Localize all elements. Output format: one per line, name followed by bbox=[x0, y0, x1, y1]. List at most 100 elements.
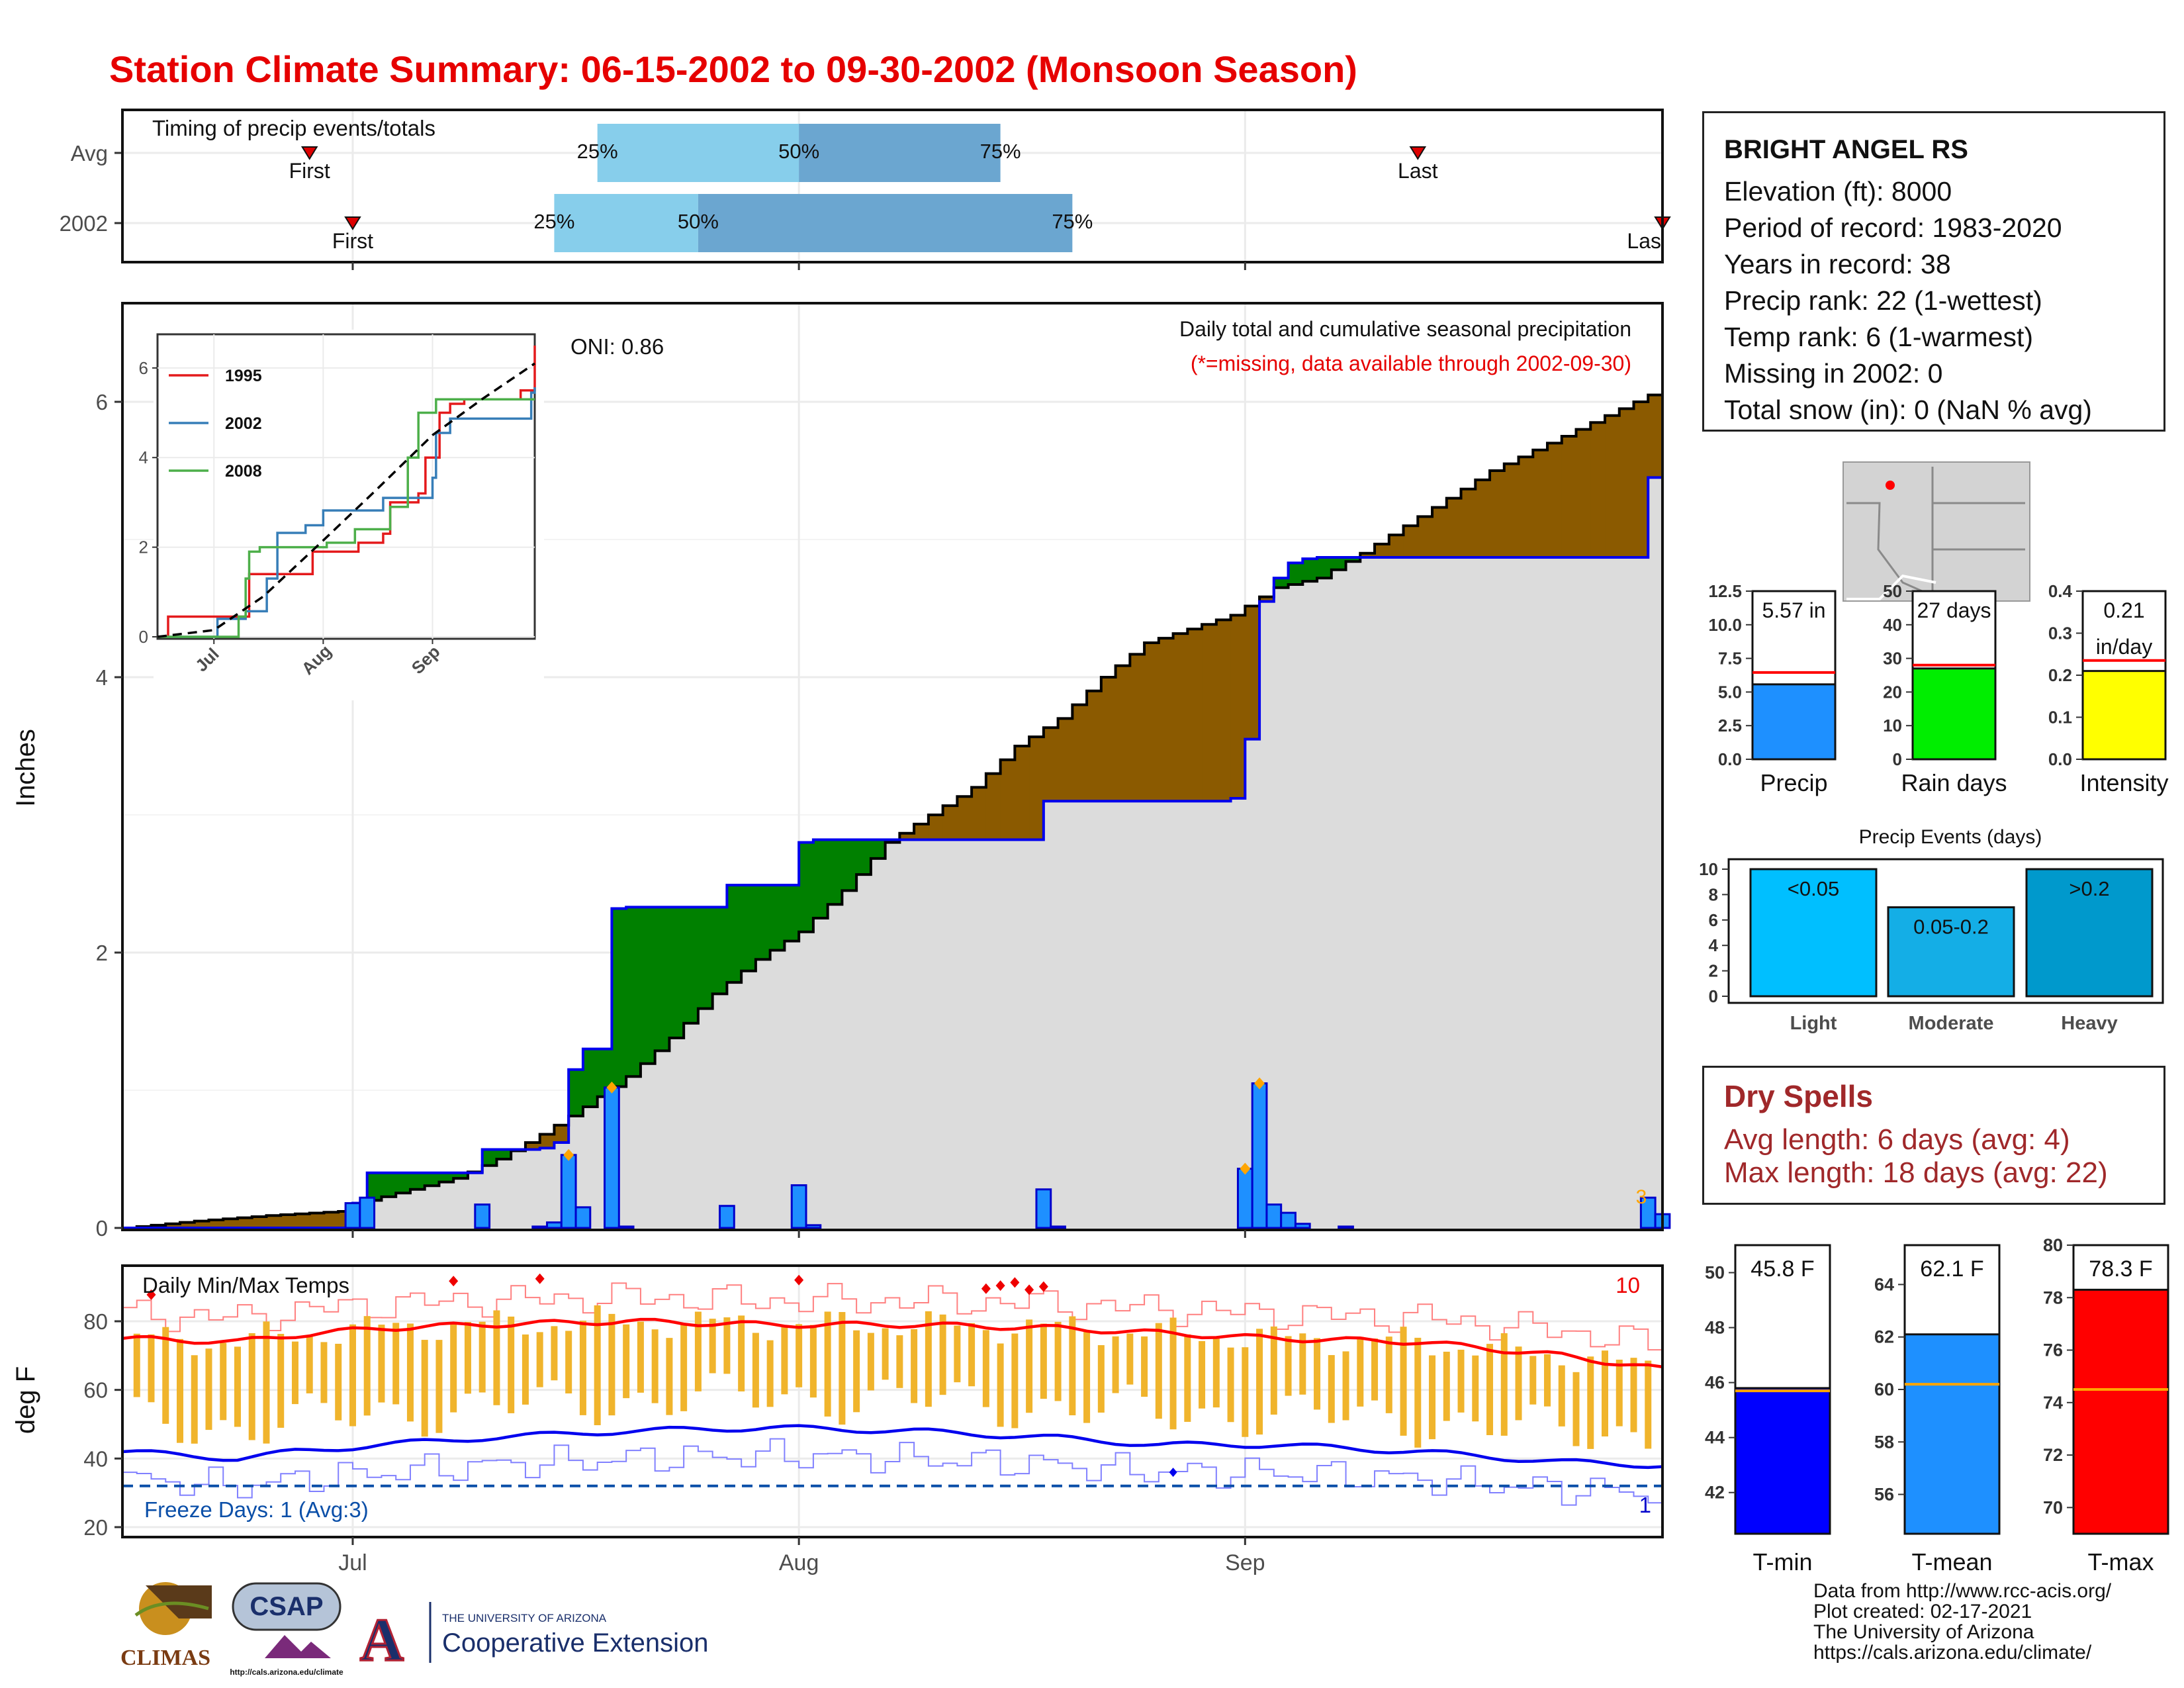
precip-daily-bar bbox=[1251, 1082, 1268, 1229]
precip-deficit-area bbox=[1043, 727, 1059, 802]
freeze-days-label: Freeze Days: 1 (Avg:3) bbox=[144, 1497, 369, 1522]
temp-daily-range-bar bbox=[191, 1355, 198, 1444]
timing-panel-border bbox=[121, 109, 1664, 263]
precip-deficit-area bbox=[1432, 507, 1447, 558]
precip-daily-bar bbox=[1236, 1168, 1253, 1229]
precip-deficit-area bbox=[1101, 677, 1116, 802]
precip-deficit-area bbox=[1216, 620, 1232, 802]
precip-surplus-area bbox=[367, 1172, 383, 1201]
temp-summary-tick-label: 70 bbox=[2043, 1497, 2063, 1517]
timing-first-label: First bbox=[332, 229, 373, 253]
map-state-borders bbox=[1846, 467, 2025, 598]
temp-daily-range-bar bbox=[954, 1325, 961, 1383]
precip-daily-bar bbox=[1280, 1211, 1297, 1229]
temp-daily-range-bar bbox=[220, 1342, 227, 1421]
temp-summary-value-label: 62.1 F bbox=[1920, 1256, 1983, 1282]
temp-record-high-marker bbox=[794, 1274, 804, 1286]
station-snow: Total snow (in): 0 (NaN % avg) bbox=[1724, 395, 2092, 425]
temp-daily-range-bar bbox=[1299, 1333, 1306, 1395]
dry-spells-box: Dry Spells Avg length: 6 days (avg: 4) M… bbox=[1702, 1066, 2165, 1205]
temp-daily-range-bar bbox=[291, 1341, 298, 1405]
precip-deficit-area bbox=[1446, 498, 1462, 558]
temp-daily-range-bar bbox=[766, 1340, 774, 1407]
credit-created: Plot created: 02-17-2021 bbox=[1813, 1601, 2032, 1622]
events-tick-label: 10 bbox=[1699, 859, 1718, 879]
precip-surplus-area bbox=[827, 839, 842, 905]
precip-deficit-area bbox=[1418, 516, 1433, 558]
temp-summary-tick-label: 64 bbox=[1874, 1274, 1894, 1294]
temp-daily-range-bar bbox=[1572, 1372, 1580, 1446]
temp-summary-tick-label: 56 bbox=[1874, 1485, 1894, 1505]
temp-daily-range-bar bbox=[406, 1323, 414, 1422]
precip-surplus-area bbox=[582, 1049, 598, 1107]
precip-deficit-area bbox=[1130, 654, 1145, 802]
mini-bar-tick-label: 0.2 bbox=[2048, 665, 2072, 685]
timing-q25-label: 25% bbox=[577, 140, 618, 163]
precip-deficit-area bbox=[1202, 624, 1217, 802]
climas-emblem-swoosh bbox=[134, 1601, 209, 1617]
temp-summary-tick-label: 76 bbox=[2043, 1340, 2063, 1360]
precip-y-tick-label: 6 bbox=[96, 390, 108, 414]
temp-daily-range-bar bbox=[1069, 1316, 1076, 1416]
mini-bar-tick-label: 0.0 bbox=[1718, 749, 1742, 769]
temp-y-tick-label: 20 bbox=[83, 1515, 108, 1540]
inset-panel bbox=[156, 333, 536, 640]
mini-bar-tick-label: 0.3 bbox=[2048, 624, 2072, 643]
precip-deficit-area bbox=[1375, 543, 1390, 558]
precip-deficit-area bbox=[1633, 402, 1649, 558]
precip-record-marker bbox=[563, 1149, 574, 1161]
precip-common-area bbox=[122, 461, 1662, 1229]
temp-daily-range-bar bbox=[925, 1311, 932, 1407]
temp-daily-range-bar bbox=[579, 1321, 586, 1415]
precip-surplus-area bbox=[799, 842, 814, 932]
temp-y-tick-label: 80 bbox=[83, 1309, 108, 1334]
temp-daily-range-bar bbox=[1500, 1333, 1508, 1436]
precip-deficit-area bbox=[1259, 596, 1275, 602]
precip-surplus-area bbox=[381, 1172, 396, 1197]
events-bar bbox=[1887, 906, 2015, 998]
temp-daily-range-bar bbox=[1126, 1333, 1134, 1385]
timing-q75-label: 75% bbox=[980, 140, 1021, 163]
events-tick-label: 6 bbox=[1709, 910, 1718, 930]
precip-deficit-area bbox=[972, 787, 987, 840]
temp-summary-bar bbox=[1734, 1387, 1831, 1535]
precip-deficit-area bbox=[1115, 665, 1130, 802]
events-category-label: Heavy bbox=[2061, 1013, 2117, 1034]
mini-bar-tick-label: 7.5 bbox=[1718, 649, 1742, 669]
temp-daily-range-bar bbox=[1141, 1336, 1148, 1397]
temp-daily-range-bar bbox=[824, 1311, 831, 1417]
station-missing: Missing in 2002: 0 bbox=[1724, 358, 1943, 389]
events-category-label: Moderate bbox=[1909, 1013, 1994, 1034]
temp-daily-range-bar bbox=[1314, 1338, 1321, 1410]
inset-legend-label: 2008 bbox=[225, 462, 262, 481]
precip-panel-subtitle: (*=missing, data available through 2002-… bbox=[1191, 352, 1631, 375]
temp-daily-range-bar bbox=[1083, 1332, 1091, 1423]
climas-logo: CLIMAS bbox=[120, 1582, 212, 1670]
precip-surplus-area bbox=[684, 907, 699, 1023]
temp-daily-range-bar bbox=[1400, 1327, 1407, 1436]
inset-y-tick-label: 4 bbox=[139, 447, 148, 467]
temp-record-low-marker bbox=[1169, 1468, 1177, 1477]
temp-summary-tick-label: 50 bbox=[1705, 1263, 1725, 1283]
precip-deficit-area bbox=[1590, 422, 1606, 558]
temp-daily-range-bar bbox=[1414, 1337, 1422, 1448]
precip-deficit-area bbox=[554, 1125, 569, 1143]
temp-daily-range-bar bbox=[1630, 1358, 1637, 1432]
precip-surplus-area bbox=[755, 885, 771, 960]
precip-average-cumulative-line bbox=[122, 388, 1664, 1229]
temp-daily-range-bar bbox=[853, 1330, 860, 1413]
precip-surplus-area bbox=[396, 1172, 411, 1194]
temp-daily-range-bar bbox=[1256, 1329, 1263, 1435]
temp-daily-range-bar bbox=[1443, 1351, 1450, 1421]
temp-daily-range-bar bbox=[1615, 1359, 1623, 1427]
temp-avg-max-line bbox=[122, 1317, 1663, 1369]
precip-deficit-area bbox=[1547, 443, 1563, 558]
page-title: Station Climate Summary: 06-15-2002 to 0… bbox=[109, 48, 1357, 90]
events-tick-label: 2 bbox=[1709, 961, 1718, 981]
mini-bar-tick-label: 0 bbox=[1893, 749, 1902, 769]
station-temp-rank: Temp rank: 6 (1-warmest) bbox=[1724, 322, 2034, 352]
temp-summary-category-label: T-mean bbox=[1911, 1548, 1992, 1575]
temp-daily-range-bar bbox=[666, 1338, 673, 1415]
temp-daily-range-bar bbox=[1515, 1346, 1522, 1421]
station-elevation: Elevation (ft): 8000 bbox=[1724, 176, 1952, 207]
